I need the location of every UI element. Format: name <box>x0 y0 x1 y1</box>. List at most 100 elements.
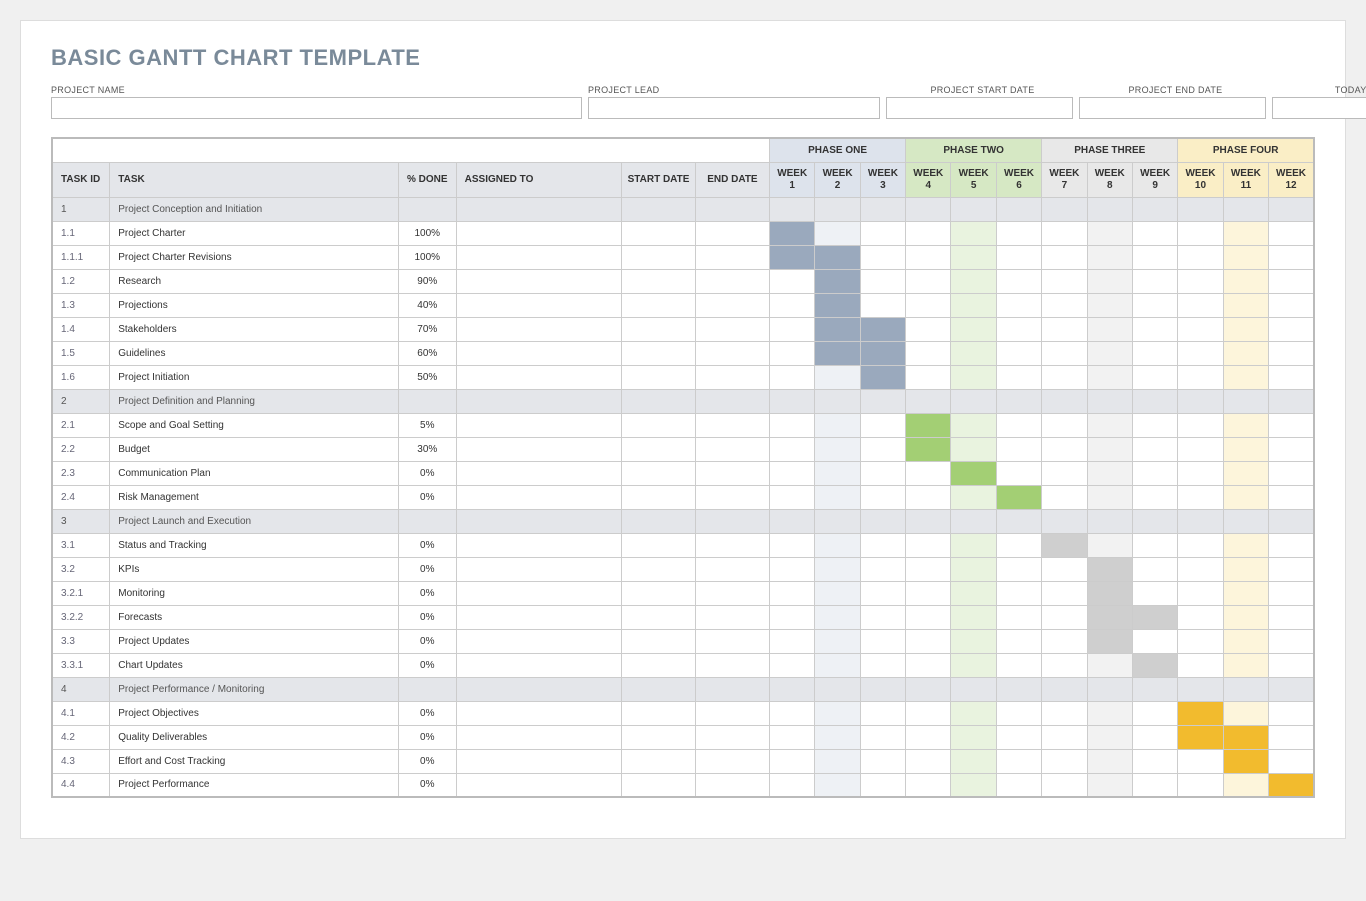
assigned-to-cell[interactable] <box>456 653 621 677</box>
task-id-cell[interactable]: 1.6 <box>52 365 110 389</box>
gantt-cell[interactable] <box>770 653 815 677</box>
gantt-cell[interactable] <box>770 413 815 437</box>
assigned-to-cell[interactable] <box>456 245 621 269</box>
gantt-cell[interactable] <box>770 461 815 485</box>
end-date-cell[interactable] <box>695 293 769 317</box>
gantt-cell[interactable] <box>1178 197 1223 221</box>
gantt-cell[interactable] <box>996 749 1041 773</box>
pct-done-cell[interactable]: 0% <box>398 605 456 629</box>
gantt-cell[interactable] <box>996 389 1041 413</box>
gantt-cell[interactable] <box>1269 509 1314 533</box>
task-name-cell[interactable]: Project Performance <box>110 773 399 797</box>
gantt-cell[interactable] <box>1269 389 1314 413</box>
gantt-cell[interactable] <box>815 437 860 461</box>
start-date-cell[interactable] <box>621 437 695 461</box>
gantt-cell[interactable] <box>906 701 951 725</box>
gantt-cell[interactable] <box>815 653 860 677</box>
gantt-cell[interactable] <box>770 725 815 749</box>
gantt-cell[interactable] <box>1223 365 1268 389</box>
gantt-cell[interactable] <box>1223 245 1268 269</box>
gantt-cell[interactable] <box>1132 245 1177 269</box>
task-id-cell[interactable]: 1 <box>52 197 110 221</box>
gantt-cell[interactable] <box>996 581 1041 605</box>
gantt-cell[interactable] <box>1087 413 1132 437</box>
pct-done-cell[interactable]: 30% <box>398 437 456 461</box>
gantt-cell[interactable] <box>1269 437 1314 461</box>
pct-done-cell[interactable]: 50% <box>398 365 456 389</box>
gantt-bar-cell[interactable] <box>860 365 905 389</box>
gantt-bar-cell[interactable] <box>1087 581 1132 605</box>
end-date-cell[interactable] <box>695 413 769 437</box>
gantt-cell[interactable] <box>1132 629 1177 653</box>
gantt-cell[interactable] <box>1178 317 1223 341</box>
gantt-cell[interactable] <box>996 677 1041 701</box>
gantt-bar-cell[interactable] <box>996 485 1041 509</box>
gantt-cell[interactable] <box>815 629 860 653</box>
gantt-bar-cell[interactable] <box>951 461 996 485</box>
gantt-bar-cell[interactable] <box>1042 533 1087 557</box>
task-name-cell[interactable]: Project Conception and Initiation <box>110 197 399 221</box>
task-id-cell[interactable]: 3.2.2 <box>52 605 110 629</box>
gantt-cell[interactable] <box>770 749 815 773</box>
gantt-cell[interactable] <box>815 221 860 245</box>
gantt-cell[interactable] <box>1178 293 1223 317</box>
gantt-cell[interactable] <box>860 749 905 773</box>
end-date-cell[interactable] <box>695 485 769 509</box>
gantt-cell[interactable] <box>1042 341 1087 365</box>
gantt-cell[interactable] <box>1178 341 1223 365</box>
gantt-cell[interactable] <box>1132 773 1177 797</box>
start-date-cell[interactable] <box>621 533 695 557</box>
end-date-cell[interactable] <box>695 269 769 293</box>
gantt-cell[interactable] <box>1269 317 1314 341</box>
task-name-cell[interactable]: Project Launch and Execution <box>110 509 399 533</box>
start-date-cell[interactable] <box>621 221 695 245</box>
task-name-cell[interactable]: Quality Deliverables <box>110 725 399 749</box>
gantt-cell[interactable] <box>996 437 1041 461</box>
gantt-cell[interactable] <box>996 461 1041 485</box>
gantt-cell[interactable] <box>1042 605 1087 629</box>
assigned-to-cell[interactable] <box>456 581 621 605</box>
gantt-cell[interactable] <box>951 293 996 317</box>
gantt-cell[interactable] <box>1132 701 1177 725</box>
start-date-cell[interactable] <box>621 413 695 437</box>
start-date-cell[interactable] <box>621 749 695 773</box>
gantt-cell[interactable] <box>1178 605 1223 629</box>
gantt-cell[interactable] <box>1087 245 1132 269</box>
gantt-cell[interactable] <box>815 725 860 749</box>
gantt-cell[interactable] <box>1223 437 1268 461</box>
gantt-cell[interactable] <box>770 581 815 605</box>
end-date-cell[interactable] <box>695 437 769 461</box>
gantt-cell[interactable] <box>1269 413 1314 437</box>
gantt-cell[interactable] <box>1042 293 1087 317</box>
gantt-cell[interactable] <box>1132 557 1177 581</box>
gantt-cell[interactable] <box>1223 221 1268 245</box>
gantt-cell[interactable] <box>951 485 996 509</box>
task-id-cell[interactable]: 1.2 <box>52 269 110 293</box>
gantt-cell[interactable] <box>1042 581 1087 605</box>
gantt-cell[interactable] <box>770 629 815 653</box>
end-date-cell[interactable] <box>695 341 769 365</box>
gantt-cell[interactable] <box>906 269 951 293</box>
gantt-cell[interactable] <box>1087 293 1132 317</box>
gantt-cell[interactable] <box>951 365 996 389</box>
gantt-cell[interactable] <box>996 557 1041 581</box>
assigned-to-cell[interactable] <box>456 677 621 701</box>
assigned-to-cell[interactable] <box>456 269 621 293</box>
gantt-bar-cell[interactable] <box>815 269 860 293</box>
gantt-cell[interactable] <box>1132 485 1177 509</box>
gantt-cell[interactable] <box>1223 485 1268 509</box>
gantt-cell[interactable] <box>906 485 951 509</box>
gantt-cell[interactable] <box>1223 197 1268 221</box>
pct-done-cell[interactable] <box>398 509 456 533</box>
gantt-cell[interactable] <box>951 317 996 341</box>
assigned-to-cell[interactable] <box>456 485 621 509</box>
gantt-cell[interactable] <box>906 197 951 221</box>
gantt-cell[interactable] <box>1132 677 1177 701</box>
gantt-bar-cell[interactable] <box>1087 557 1132 581</box>
start-date-cell[interactable] <box>621 341 695 365</box>
task-name-cell[interactable]: Project Initiation <box>110 365 399 389</box>
assigned-to-cell[interactable] <box>456 221 621 245</box>
gantt-cell[interactable] <box>906 509 951 533</box>
assigned-to-cell[interactable] <box>456 365 621 389</box>
start-date-cell[interactable] <box>621 293 695 317</box>
